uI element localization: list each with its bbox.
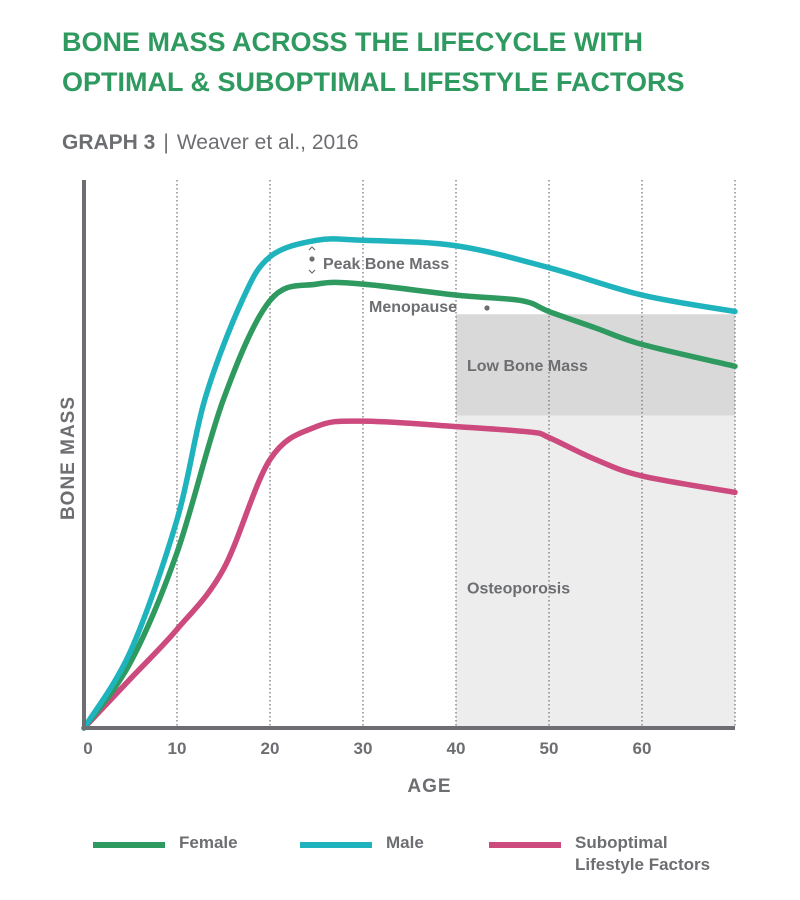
legend-swatch-male — [300, 842, 372, 848]
legend-label-male: Male — [386, 833, 424, 852]
graph-label: GRAPH 3 — [62, 131, 156, 154]
chevron-down-icon — [308, 269, 316, 274]
menopause-dot-icon — [484, 305, 490, 311]
peak-dot-icon — [309, 256, 315, 262]
chart-area: Low Bone Mass Osteoporosis 0 10 20 30 40 50 60 A… — [58, 180, 738, 797]
x-tick-label: 60 — [633, 739, 652, 758]
source-citation: Weaver et al., 2016 — [176, 131, 359, 154]
x-tick-label: 0 — [83, 739, 92, 758]
legend: Female Male Suboptimal Lifestyle Factors — [0, 832, 800, 892]
x-axis-title: AGE — [407, 776, 451, 797]
region-osteoporosis — [456, 415, 735, 728]
chart-title-line-1: BONE MASS ACROSS THE LIFECYCLE WITH — [62, 27, 644, 57]
subtitle-separator: | — [163, 131, 169, 154]
x-tick-label: 50 — [540, 739, 559, 758]
legend-swatch-female — [93, 842, 165, 848]
y-axis-title: BONE MASS — [58, 396, 79, 520]
region-low-bone-mass — [456, 314, 735, 416]
legend-item-male: Male — [300, 832, 424, 854]
legend-label-suboptimal: Suboptimal Lifestyle Factors — [575, 833, 711, 874]
legend-swatch-suboptimal — [489, 842, 561, 848]
x-tick-label: 30 — [354, 739, 373, 758]
chart-title-line-2: OPTIMAL & SUBOPTIMAL LIFESTYLE FACTORS — [62, 67, 685, 97]
x-tick-label: 20 — [261, 739, 280, 758]
x-tick-label: 10 — [168, 739, 187, 758]
region-label-osteoporosis: Osteoporosis — [467, 580, 570, 597]
annotation-menopause: Menopause — [369, 299, 457, 316]
legend-label-female: Female — [179, 833, 238, 852]
series-line-female — [81, 279, 738, 731]
chevron-up-icon — [308, 246, 316, 251]
chart-subtitle: GRAPH 3 | Weaver et al., 2016 — [62, 131, 359, 155]
chart-title: BONE MASS ACROSS THE LIFECYCLE WITH OPTI… — [62, 22, 782, 102]
region-label-low-bone-mass: Low Bone Mass — [467, 358, 588, 375]
series-line-male — [81, 236, 738, 731]
x-tick-label: 40 — [447, 739, 466, 758]
legend-item-suboptimal: Suboptimal Lifestyle Factors — [489, 832, 710, 876]
series-line-suboptimal — [81, 418, 738, 731]
annotation-peak-bone-mass: Peak Bone Mass — [323, 256, 449, 273]
legend-item-female: Female — [93, 832, 238, 854]
